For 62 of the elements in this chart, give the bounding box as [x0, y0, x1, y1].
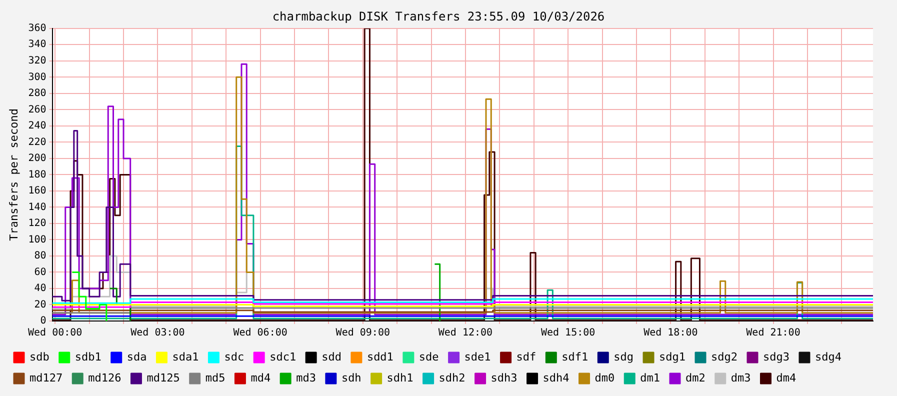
- y-tick-label: 240: [28, 120, 46, 132]
- legend-label: sdh3: [490, 371, 518, 384]
- y-tick-label: 180: [28, 169, 46, 180]
- legend-label: md125: [146, 371, 180, 384]
- legend-label: md127: [30, 371, 63, 384]
- legend-label: dm0: [594, 371, 615, 384]
- legend-label: md4: [250, 371, 271, 384]
- legend-label: sdd: [322, 350, 342, 364]
- x-tick-label: Wed 00:00: [28, 328, 82, 339]
- y-tick-label: 80: [34, 250, 46, 262]
- legend-label: sdg4: [814, 350, 842, 364]
- legend-label: sdc: [224, 350, 244, 364]
- legend-label: sdh4: [542, 371, 570, 384]
- legend-label: sda: [126, 350, 147, 364]
- x-tick-label: Wed 03:00: [130, 328, 185, 339]
- y-axis-title: Transfers per second: [7, 108, 20, 241]
- legend-label: dm1: [640, 371, 660, 384]
- y-tick-label: 160: [28, 186, 46, 197]
- y-tick-label: 360: [28, 22, 46, 34]
- legend-label: sdh: [341, 371, 362, 384]
- legend-label: sdf1: [562, 350, 588, 364]
- x-tick-label: Wed 21:00: [746, 328, 800, 339]
- y-tick-label: 60: [34, 266, 46, 278]
- legend-label: dm3: [730, 371, 751, 384]
- y-tick-label: 100: [28, 234, 46, 246]
- y-tick-label: 260: [28, 104, 46, 116]
- legend-label: md126: [88, 371, 122, 384]
- legend-label: sdg3: [762, 350, 790, 364]
- y-tick-label: 340: [28, 39, 46, 50]
- legend-label: sdg1: [659, 350, 686, 364]
- legend-label: md3: [296, 371, 316, 384]
- y-tick-label: 220: [28, 136, 46, 148]
- legend-label: sdf: [516, 350, 536, 364]
- legend-label: sde: [418, 350, 439, 364]
- legend-label: sdd1: [366, 350, 394, 364]
- y-tick-label: 20: [34, 299, 46, 310]
- y-tick-label: 0: [40, 316, 46, 327]
- legend-label: sda1: [172, 350, 199, 364]
- legend-label: md5: [205, 371, 226, 384]
- x-tick-label: Wed 15:00: [540, 328, 596, 339]
- legend-label: sdb1: [74, 350, 102, 364]
- legend-label: sdh2: [438, 371, 466, 384]
- legend-label: sdh1: [386, 371, 414, 384]
- x-tick-label: Wed 09:00: [336, 328, 390, 339]
- legend-label: sdc1: [270, 350, 296, 364]
- legend-label: sdg2: [711, 350, 738, 364]
- x-tick-label: Wed 06:00: [233, 328, 288, 339]
- y-tick-label: 140: [28, 202, 46, 213]
- y-tick-label: 300: [28, 72, 46, 83]
- x-tick-label: Wed 12:00: [438, 328, 493, 339]
- y-tick-label: 280: [28, 88, 46, 100]
- y-tick-label: 320: [28, 56, 46, 67]
- y-tick-label: 120: [28, 218, 46, 230]
- x-tick-label: Wed 18:00: [644, 328, 698, 339]
- legend-label: sdg: [614, 350, 634, 364]
- chart-title: charmbackup DISK Transfers 23:55.09 10/03/2026: [272, 9, 605, 24]
- legend-label: dm2: [686, 371, 706, 384]
- legend-label: dm4: [776, 371, 796, 384]
- legend-label: sde1: [464, 350, 491, 364]
- y-tick-label: 200: [28, 153, 46, 164]
- legend-label: sdb: [30, 350, 50, 364]
- y-tick-label: 40: [34, 283, 46, 294]
